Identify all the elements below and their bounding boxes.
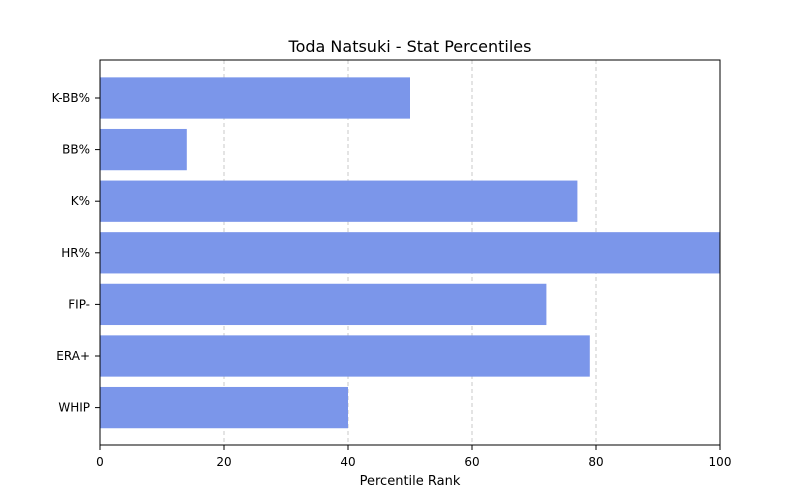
bar-bb	[100, 128, 187, 171]
x-tick-label: 0	[96, 455, 104, 469]
bar-k-bb	[100, 77, 410, 119]
y-tick-label: WHIP	[58, 401, 90, 415]
x-axis-label: Percentile Rank	[360, 474, 461, 489]
bar-k	[100, 180, 578, 222]
bar-era	[100, 335, 590, 377]
y-tick-label: FIP-	[68, 297, 90, 311]
x-tick-label: 40	[340, 455, 355, 469]
chart-title: Toda Natsuki - Stat Percentiles	[288, 37, 532, 56]
bar-fip	[100, 283, 547, 326]
y-tick-label: K%	[71, 194, 90, 208]
bars-layer	[100, 77, 720, 429]
bar-whip	[100, 386, 348, 429]
y-axis: K-BB% BB% K% HR% FIP- ERA+ WHIP	[52, 91, 100, 415]
bar-hr	[100, 232, 720, 274]
x-tick-label: 100	[709, 455, 732, 469]
y-tick-label: K-BB%	[52, 91, 90, 105]
y-tick-label: ERA+	[56, 349, 90, 363]
x-tick-label: 80	[588, 455, 603, 469]
y-tick-label: HR%	[61, 246, 90, 260]
y-tick-label: BB%	[62, 143, 90, 157]
x-tick-label: 60	[464, 455, 479, 469]
x-tick-label: 20	[216, 455, 231, 469]
x-axis: 0 20 40 60 80 100	[96, 445, 731, 469]
